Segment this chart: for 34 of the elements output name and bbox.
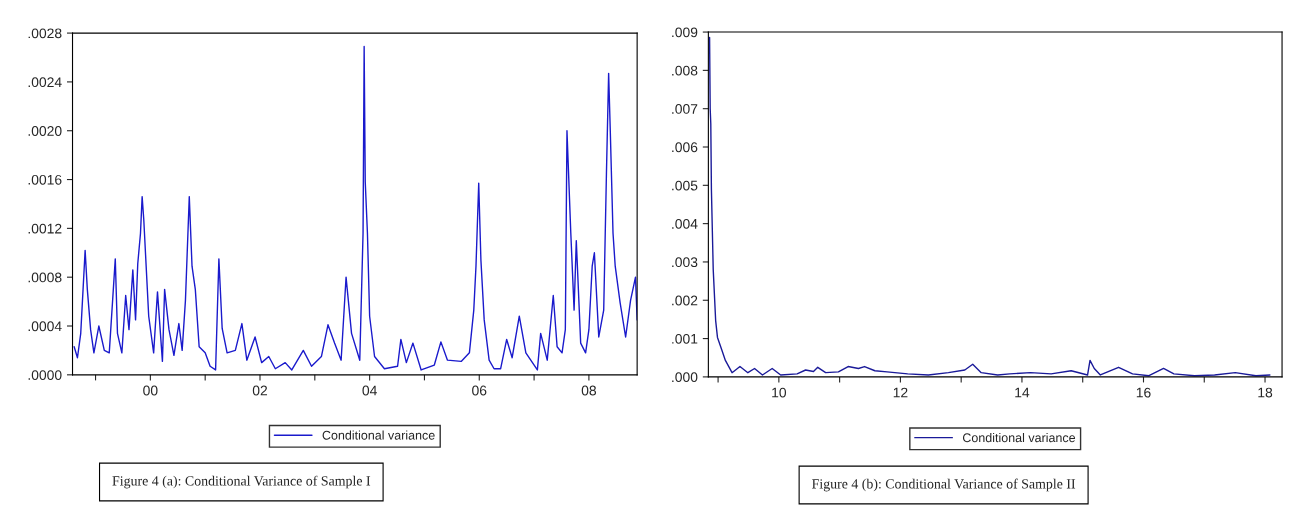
- x-tick-label: 04: [362, 385, 377, 396]
- y-tick-label: .0008: [28, 272, 62, 283]
- caption: Figure 4 (b): Conditional Variance of Sample II: [812, 478, 1076, 492]
- y-tick-label: .005: [672, 180, 698, 191]
- y-tick-label: .0020: [28, 126, 62, 136]
- y-tick-label: .0000: [28, 370, 62, 380]
- y-tick-label: .006: [672, 142, 698, 153]
- legend-label: Conditional variance: [962, 432, 1076, 443]
- y-tick-label: .0012: [28, 223, 62, 234]
- x-tick-label: 08: [581, 385, 597, 396]
- y-tick-label: .0004: [28, 321, 62, 332]
- x-tick-label: 16: [1136, 387, 1151, 398]
- y-tick-label: .004: [672, 218, 698, 229]
- y-tick-label: .008: [672, 65, 698, 76]
- x-tick-label: 14: [1015, 387, 1030, 398]
- line-series: [708, 36, 1271, 377]
- x-tick-label: 06: [472, 385, 487, 396]
- caption: Figure 4 (a): Conditional Variance of Sample I: [112, 475, 371, 489]
- y-tick-label: .0016: [28, 174, 62, 185]
- y-tick-label: .000: [672, 372, 698, 383]
- x-tick-label: 10: [772, 387, 787, 398]
- x-tick-label: 00: [143, 385, 158, 396]
- line-series: [73, 45, 638, 371]
- y-tick-label: .007: [672, 104, 698, 114]
- y-tick-label: .003: [672, 257, 698, 268]
- y-tick-label: .002: [672, 295, 698, 306]
- y-tick-label: .001: [672, 333, 698, 344]
- x-tick-label: 12: [893, 387, 908, 398]
- x-tick-label: 18: [1258, 387, 1273, 398]
- y-tick-label: .0024: [28, 77, 62, 88]
- x-tick-label: 02: [252, 385, 268, 396]
- y-tick-label: .0028: [28, 28, 62, 39]
- legend-label: Conditional variance: [322, 430, 435, 440]
- y-tick-label: .009: [672, 27, 698, 38]
